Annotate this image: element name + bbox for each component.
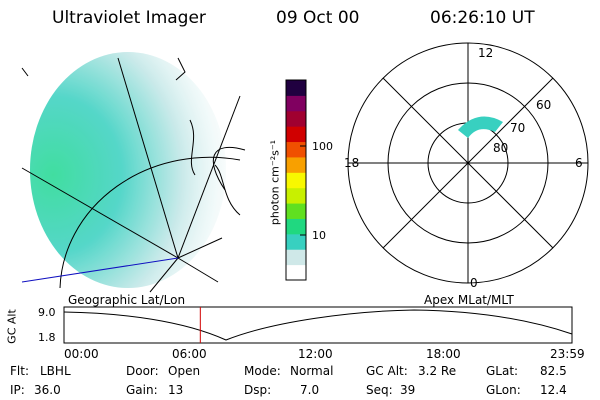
mlt-label-0: 0 [470, 276, 478, 290]
colorbar-segment [286, 187, 306, 204]
colorbar-tick-10: 10 [312, 229, 326, 242]
time-tick-0000: 00:00 [64, 347, 99, 361]
polar-plot [347, 42, 589, 284]
ip-label: IP: [10, 383, 25, 397]
seq-label: Seq: [366, 383, 393, 397]
colorbar-segment [286, 141, 306, 158]
dsp-label: Dsp: [244, 383, 272, 397]
altitude-tick-low: 1.8 [38, 331, 56, 344]
apex-panel-label: Apex MLat/MLT [424, 293, 514, 307]
colorbar-segment [286, 233, 306, 250]
gain-label: Gain: [126, 383, 158, 397]
mlt-label-18: 18 [344, 156, 360, 170]
geographic-image [21, 52, 246, 293]
colorbar-segment [286, 156, 306, 173]
time-tick-0600: 06:00 [172, 347, 207, 361]
mode-value: Normal [290, 364, 334, 378]
aurora-patch [458, 116, 503, 138]
gc-alt-value: 3.2 Re [418, 364, 457, 378]
ip-value: 36.0 [34, 383, 61, 397]
colorbar-segment [286, 110, 306, 127]
colorbar-segment [286, 126, 306, 143]
gc-alt-label: GC Alt: [366, 364, 408, 378]
altitude-tick-high: 9.0 [38, 306, 56, 319]
filter-value: LBHL [40, 364, 71, 378]
colorbar-segment [286, 172, 306, 189]
mlat-label-70: 70 [510, 121, 526, 135]
colorbar [285, 79, 307, 281]
mlat-label-60: 60 [536, 98, 552, 112]
filter-label: Flt: [10, 364, 29, 378]
altitude-curve [63, 309, 573, 341]
colorbar-unit-label: photon cm⁻²s⁻¹ [268, 139, 282, 226]
glon-label: GLon: [486, 383, 521, 397]
colorbar-segment [286, 203, 306, 219]
colorbar-segment [286, 80, 306, 96]
observation-date: 09 Oct 00 [276, 8, 360, 28]
altitude-plot [63, 306, 573, 344]
seq-value: 39 [400, 383, 416, 397]
glat-value: 82.5 [540, 364, 567, 378]
gain-value: 13 [168, 383, 184, 397]
colorbar-segment [286, 95, 306, 112]
mlt-label-12: 12 [478, 46, 494, 60]
door-label: Door: [126, 364, 159, 378]
glon-value: 12.4 [540, 383, 567, 397]
time-tick-1200: 12:00 [298, 347, 333, 361]
mode-label: Mode: [244, 364, 281, 378]
dsp-value: 7.0 [300, 383, 320, 397]
mlt-label-6: 6 [575, 156, 583, 170]
colorbar-segment [286, 249, 306, 266]
instrument-title: Ultraviolet Imager [52, 8, 206, 28]
time-tick-1800: 18:00 [426, 347, 461, 361]
colorbar-segment [286, 264, 306, 281]
mlat-label-80: 80 [493, 141, 509, 155]
colorbar-tick-100: 100 [312, 140, 333, 153]
observation-time: 06:26:10 UT [430, 8, 535, 28]
colorbar-segment [286, 218, 306, 235]
time-tick-2359: 23:59 [550, 347, 585, 361]
glat-label: GLat: [486, 364, 519, 378]
altitude-axis-label: GC Alt [5, 309, 19, 344]
geographic-panel-label: Geographic Lat/Lon [68, 293, 186, 307]
door-value: Open [168, 364, 201, 378]
